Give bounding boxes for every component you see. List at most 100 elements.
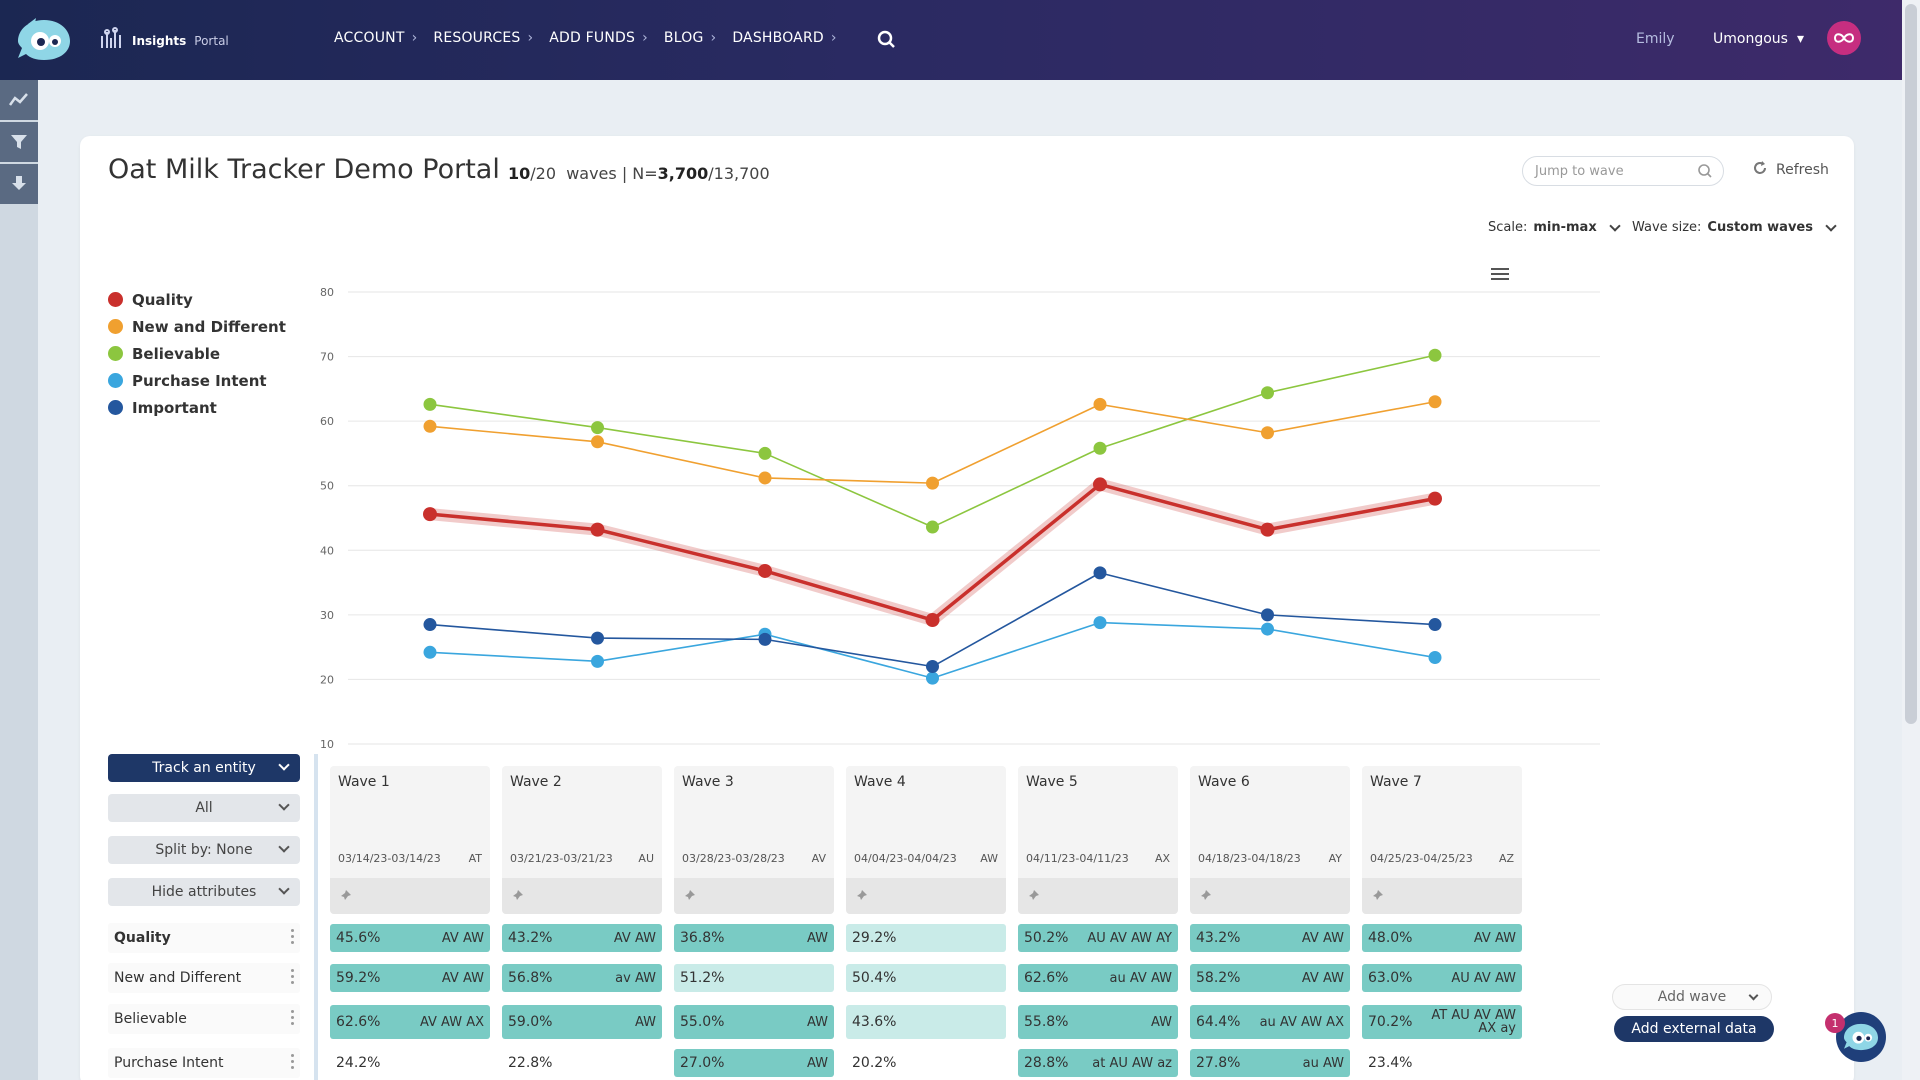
user-name[interactable]: Emily [1636, 31, 1675, 47]
chevron-right-icon: › [642, 30, 648, 46]
table-cell[interactable]: 24.2% [330, 1049, 490, 1077]
search-icon[interactable] [877, 30, 897, 54]
table-cell[interactable]: 43.6% [846, 1005, 1006, 1039]
pin-icon[interactable] [1198, 888, 1212, 907]
add-wave-select[interactable]: Add wave [1612, 984, 1772, 1010]
table-cell[interactable]: 29.2% [846, 924, 1006, 952]
table-cell[interactable]: 43.2% AV AW [502, 924, 662, 952]
top-bar: Insights Portal ACCOUNT › RESOURCES › ADD … [0, 0, 1920, 80]
cell-value: 59.0% [508, 1014, 553, 1030]
pin-icon[interactable] [854, 888, 868, 907]
table-cell[interactable]: 36.8% AW [674, 924, 834, 952]
table-cell[interactable]: 62.6% AV AW AX [330, 1005, 490, 1039]
table-cell[interactable]: 70.2% AT AU AV AW AX ay [1362, 1005, 1522, 1039]
pin-icon[interactable] [510, 888, 524, 907]
table-cell[interactable]: 45.6% AV AW [330, 924, 490, 952]
brand-icon [98, 26, 124, 55]
attribute-row-label[interactable]: New and Different [108, 963, 300, 993]
table-cell[interactable]: 23.4% [1362, 1049, 1522, 1077]
legend-item[interactable]: Believable [108, 340, 286, 367]
table-cell[interactable]: 63.0% AU AV AW [1362, 964, 1522, 992]
entity-select-label: All [195, 800, 213, 816]
pin-icon[interactable] [682, 888, 696, 907]
nav-add-funds[interactable]: ADD FUNDS › [549, 30, 648, 46]
table-cell[interactable]: 27.8% au AW [1190, 1049, 1350, 1077]
table-cell[interactable]: 56.8% av AW [502, 964, 662, 992]
scrollbar[interactable] [1902, 0, 1920, 1080]
table-cell[interactable]: 50.2% AU AV AW AY [1018, 924, 1178, 952]
org-switcher[interactable]: Umongous ▾ [1713, 31, 1804, 47]
legend-item[interactable]: Quality [108, 286, 286, 313]
wave-column-header[interactable]: Wave 5 04/11/23-04/11/23 AX [1018, 766, 1178, 914]
chatbot-icon[interactable] [1836, 1012, 1886, 1062]
split-select[interactable]: Split by: None [108, 836, 300, 864]
n-current: 3,700 [657, 164, 709, 183]
table-cell[interactable]: 28.8% at AU AW az [1018, 1049, 1178, 1077]
entity-select[interactable]: All [108, 794, 300, 822]
wave-column-header[interactable]: Wave 6 04/18/23-04/18/23 AY [1190, 766, 1350, 914]
jump-to-wave-input[interactable]: Jump to wave [1522, 156, 1724, 186]
attribute-row-label[interactable]: Believable [108, 1004, 300, 1034]
add-wave-label: Add wave [1657, 989, 1727, 1005]
pin-icon[interactable] [1370, 888, 1384, 907]
chart-tool-icon[interactable] [0, 80, 38, 120]
portal-card: Oat Milk Tracker Demo Portal 10/20 waves… [80, 136, 1854, 1080]
scrollbar-thumb[interactable] [1905, 4, 1917, 724]
logo-icon[interactable] [14, 14, 74, 66]
download-icon[interactable] [0, 164, 38, 204]
chevron-right-icon: › [411, 30, 418, 46]
wave-size-select[interactable]: Wave size: Custom waves [1632, 220, 1841, 235]
legend-item[interactable]: Purchase Intent [108, 367, 286, 394]
nav-resources[interactable]: RESOURCES › [433, 30, 533, 46]
track-entity-button[interactable]: Track an entity [108, 754, 300, 782]
add-external-data-button[interactable]: Add external data [1614, 1016, 1774, 1042]
table-cell[interactable]: 55.8% AW [1018, 1005, 1178, 1039]
table-cell[interactable]: 43.2% AV AW [1190, 924, 1350, 952]
wave-column-header[interactable]: Wave 4 04/04/23-04/04/23 AW [846, 766, 1006, 914]
attribute-row-label[interactable]: Quality [108, 923, 300, 953]
nav-account[interactable]: ACCOUNT › [334, 30, 417, 46]
pin-icon[interactable] [1026, 888, 1040, 907]
legend-label: Important [132, 398, 217, 417]
kebab-icon[interactable] [291, 969, 294, 987]
nav-dashboard[interactable]: DASHBOARD › [732, 30, 836, 46]
table-cell[interactable]: 48.0% AV AW [1362, 924, 1522, 952]
filter-icon[interactable] [0, 122, 38, 162]
nav-blog[interactable]: BLOG › [664, 30, 716, 46]
wave-column-header[interactable]: Wave 2 03/21/23-03/21/23 AU [502, 766, 662, 914]
legend-item[interactable]: Important [108, 394, 286, 421]
cell-value: 50.4% [852, 970, 897, 986]
legend-item[interactable]: New and Different [108, 313, 286, 340]
pin-icon[interactable] [338, 888, 352, 907]
menu-icon[interactable] [1491, 268, 1509, 283]
table-cell[interactable]: 51.2% [674, 964, 834, 992]
table-cell[interactable]: 22.8% [502, 1049, 662, 1077]
cell-value: 62.6% [336, 1014, 381, 1030]
cell-value: 28.8% [1024, 1055, 1069, 1071]
table-cell[interactable]: 50.4% [846, 964, 1006, 992]
wave-column-header[interactable]: Wave 1 03/14/23-03/14/23 AT [330, 766, 490, 914]
table-cell[interactable]: 55.0% AW [674, 1005, 834, 1039]
wave-column-header[interactable]: Wave 3 03/28/23-03/28/23 AV [674, 766, 834, 914]
search-icon [1697, 163, 1713, 183]
data-point [1428, 618, 1442, 632]
table-cell[interactable]: 27.0% AW [674, 1049, 834, 1077]
hide-attributes-select[interactable]: Hide attributes [108, 878, 300, 906]
org-avatar-icon[interactable] [1827, 21, 1861, 55]
brand[interactable]: Insights Portal [98, 26, 229, 55]
cell-significance: AV AW [613, 930, 656, 946]
table-cell[interactable]: 59.0% AW [502, 1005, 662, 1039]
attribute-row-label[interactable]: Purchase Intent [108, 1048, 300, 1078]
kebab-icon[interactable] [291, 1054, 294, 1072]
table-cell[interactable]: 58.2% AV AW [1190, 964, 1350, 992]
kebab-icon[interactable] [291, 1010, 294, 1028]
scale-select[interactable]: Scale: min-max [1488, 220, 1625, 235]
wave-column-header[interactable]: Wave 7 04/25/23-04/25/23 AZ [1362, 766, 1522, 914]
table-cell[interactable]: 62.6% au AV AW [1018, 964, 1178, 992]
data-point [1428, 491, 1442, 506]
table-cell[interactable]: 64.4% au AV AW AX [1190, 1005, 1350, 1039]
table-cell[interactable]: 20.2% [846, 1049, 1006, 1077]
refresh-button[interactable]: Refresh [1752, 160, 1829, 180]
table-cell[interactable]: 59.2% AV AW [330, 964, 490, 992]
kebab-icon[interactable] [291, 929, 294, 947]
